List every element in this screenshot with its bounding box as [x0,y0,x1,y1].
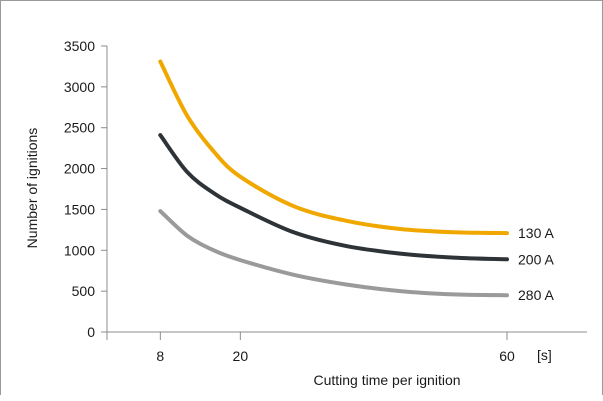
x-axis-title: Cutting time per ignition [313,372,460,388]
y-tick-labels: 0 500 1000 1500 2000 2500 3000 3500 [64,38,95,340]
y-axis-title: Number of ignitions [24,128,40,249]
y-tick-label: 2500 [64,120,95,136]
y-tick-label: 3500 [64,38,95,54]
y-tick-label: 2000 [64,161,95,177]
y-tick-label: 0 [87,324,95,340]
x-unit-label: [s] [537,347,552,363]
series-line-200-a [158,133,509,262]
y-tick-label: 1000 [64,242,95,258]
y-tick-label: 1500 [64,201,95,217]
series-line-130-a [158,59,509,236]
series-labels: 130 A 200 A 280 A [518,225,554,303]
x-tick-label: 8 [156,348,164,364]
axes [101,45,587,340]
x-tick-label: 60 [499,348,515,364]
y-tick-label: 3000 [64,79,95,95]
series-label-280-a: 280 A [518,287,554,303]
y-tick-label: 500 [72,283,96,299]
series-lines [158,59,509,298]
x-tick-labels: 8 20 60 [156,348,515,364]
series-label-200-a: 200 A [518,251,554,267]
series-label-130-a: 130 A [518,225,554,241]
series-line-280-a [158,209,509,298]
x-tick-label: 20 [233,348,249,364]
